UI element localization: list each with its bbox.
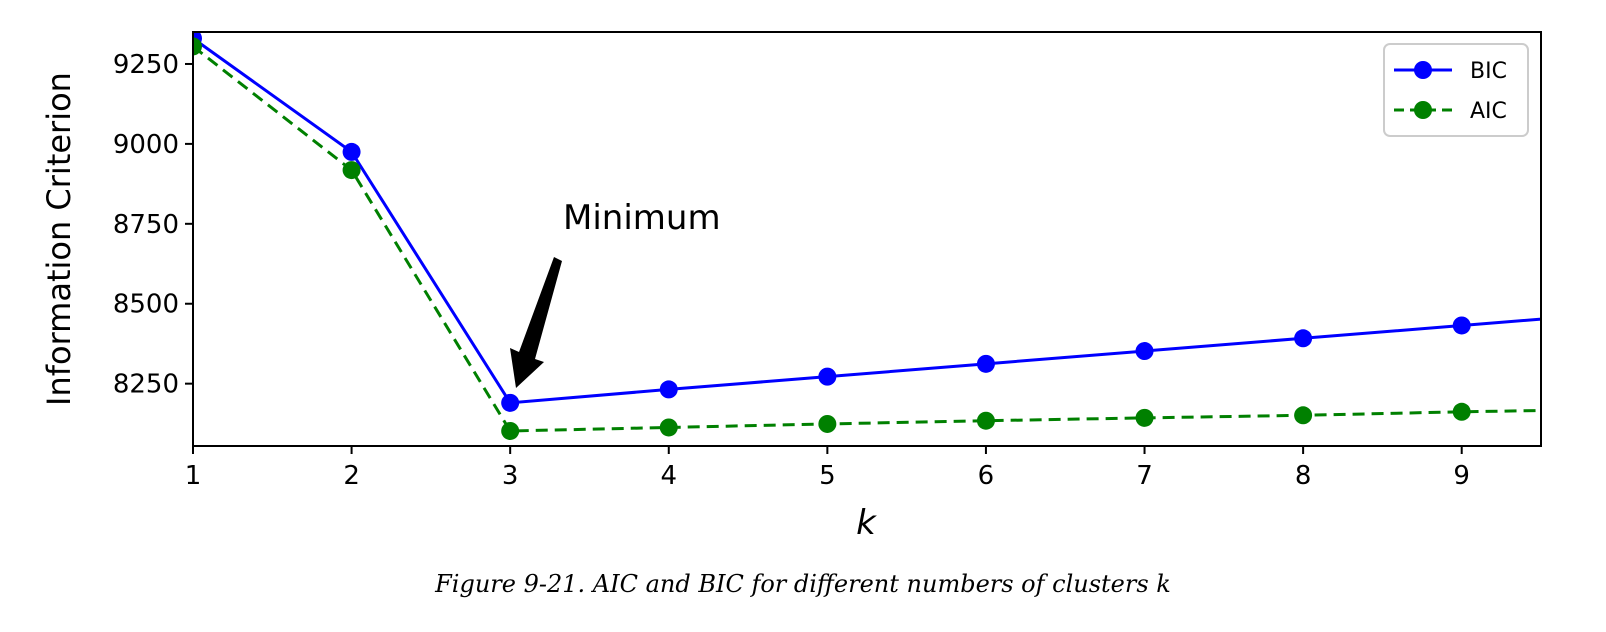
x-tick-label: 8: [1295, 461, 1312, 491]
series-layer: [193, 32, 1541, 440]
annotation-arrow: [510, 257, 562, 388]
x-tick-label: 5: [819, 461, 836, 491]
chart: 1 2 3 4 5 6 7 8 9 8250 8500 8750 9000 9250 Informati…: [40, 31, 1542, 543]
y-tick-label: 8500: [113, 290, 179, 320]
data-point-aic: [1135, 408, 1154, 427]
x-tick-label: 2: [343, 461, 360, 491]
figure-caption: Figure 9-21. AIC and BIC for different n…: [435, 570, 1171, 598]
data-point-bic: [342, 142, 361, 161]
data-point-aic: [818, 414, 837, 433]
legend-marker-bic: [1414, 61, 1432, 79]
x-tick-label: 6: [978, 461, 995, 491]
data-point-bic: [501, 393, 520, 412]
y-tick-label: 8250: [113, 370, 179, 400]
y-tick-label: 9000: [113, 130, 179, 160]
y-tick-label: 9250: [113, 50, 179, 80]
series-line-aic: [193, 45, 1541, 433]
x-tick-label: 3: [502, 461, 519, 491]
legend: BIC AIC: [1383, 43, 1529, 137]
legend-marker-aic: [1414, 101, 1432, 119]
legend-label-bic: BIC: [1470, 59, 1507, 84]
annotation-minimum: Minimum: [510, 198, 721, 388]
x-tick-label: 1: [185, 461, 202, 491]
x-tick-label: 4: [660, 461, 677, 491]
data-point-bic: [1452, 316, 1471, 335]
data-point-aic: [1452, 402, 1471, 421]
series-line-bic: [193, 37, 1541, 405]
data-point-bic: [1135, 342, 1154, 361]
legend-label-aic: AIC: [1470, 99, 1507, 124]
data-point-aic: [659, 418, 678, 437]
data-point-bic: [1294, 329, 1313, 348]
data-point-aic: [501, 421, 520, 440]
x-tick-label: 7: [1136, 461, 1153, 491]
data-point-aic: [976, 411, 995, 430]
y-tick-label: 8750: [113, 210, 179, 240]
y-axis-label: Information Criterion: [40, 72, 78, 406]
plot-frame: [192, 31, 1542, 447]
x-axis: 1 2 3 4 5 6 7 8 9: [185, 446, 1470, 491]
data-point-bic: [818, 367, 837, 386]
data-point-bic: [976, 354, 995, 373]
data-point-bic: [659, 380, 678, 399]
x-axis-label: k: [856, 503, 877, 543]
annotation-text: Minimum: [563, 198, 721, 238]
x-tick-label: 9: [1453, 461, 1470, 491]
data-point-aic: [193, 37, 202, 56]
data-point-aic: [1294, 406, 1313, 425]
y-axis: 8250 8500 8750 9000 9250: [113, 50, 193, 400]
data-point-aic: [342, 161, 361, 180]
